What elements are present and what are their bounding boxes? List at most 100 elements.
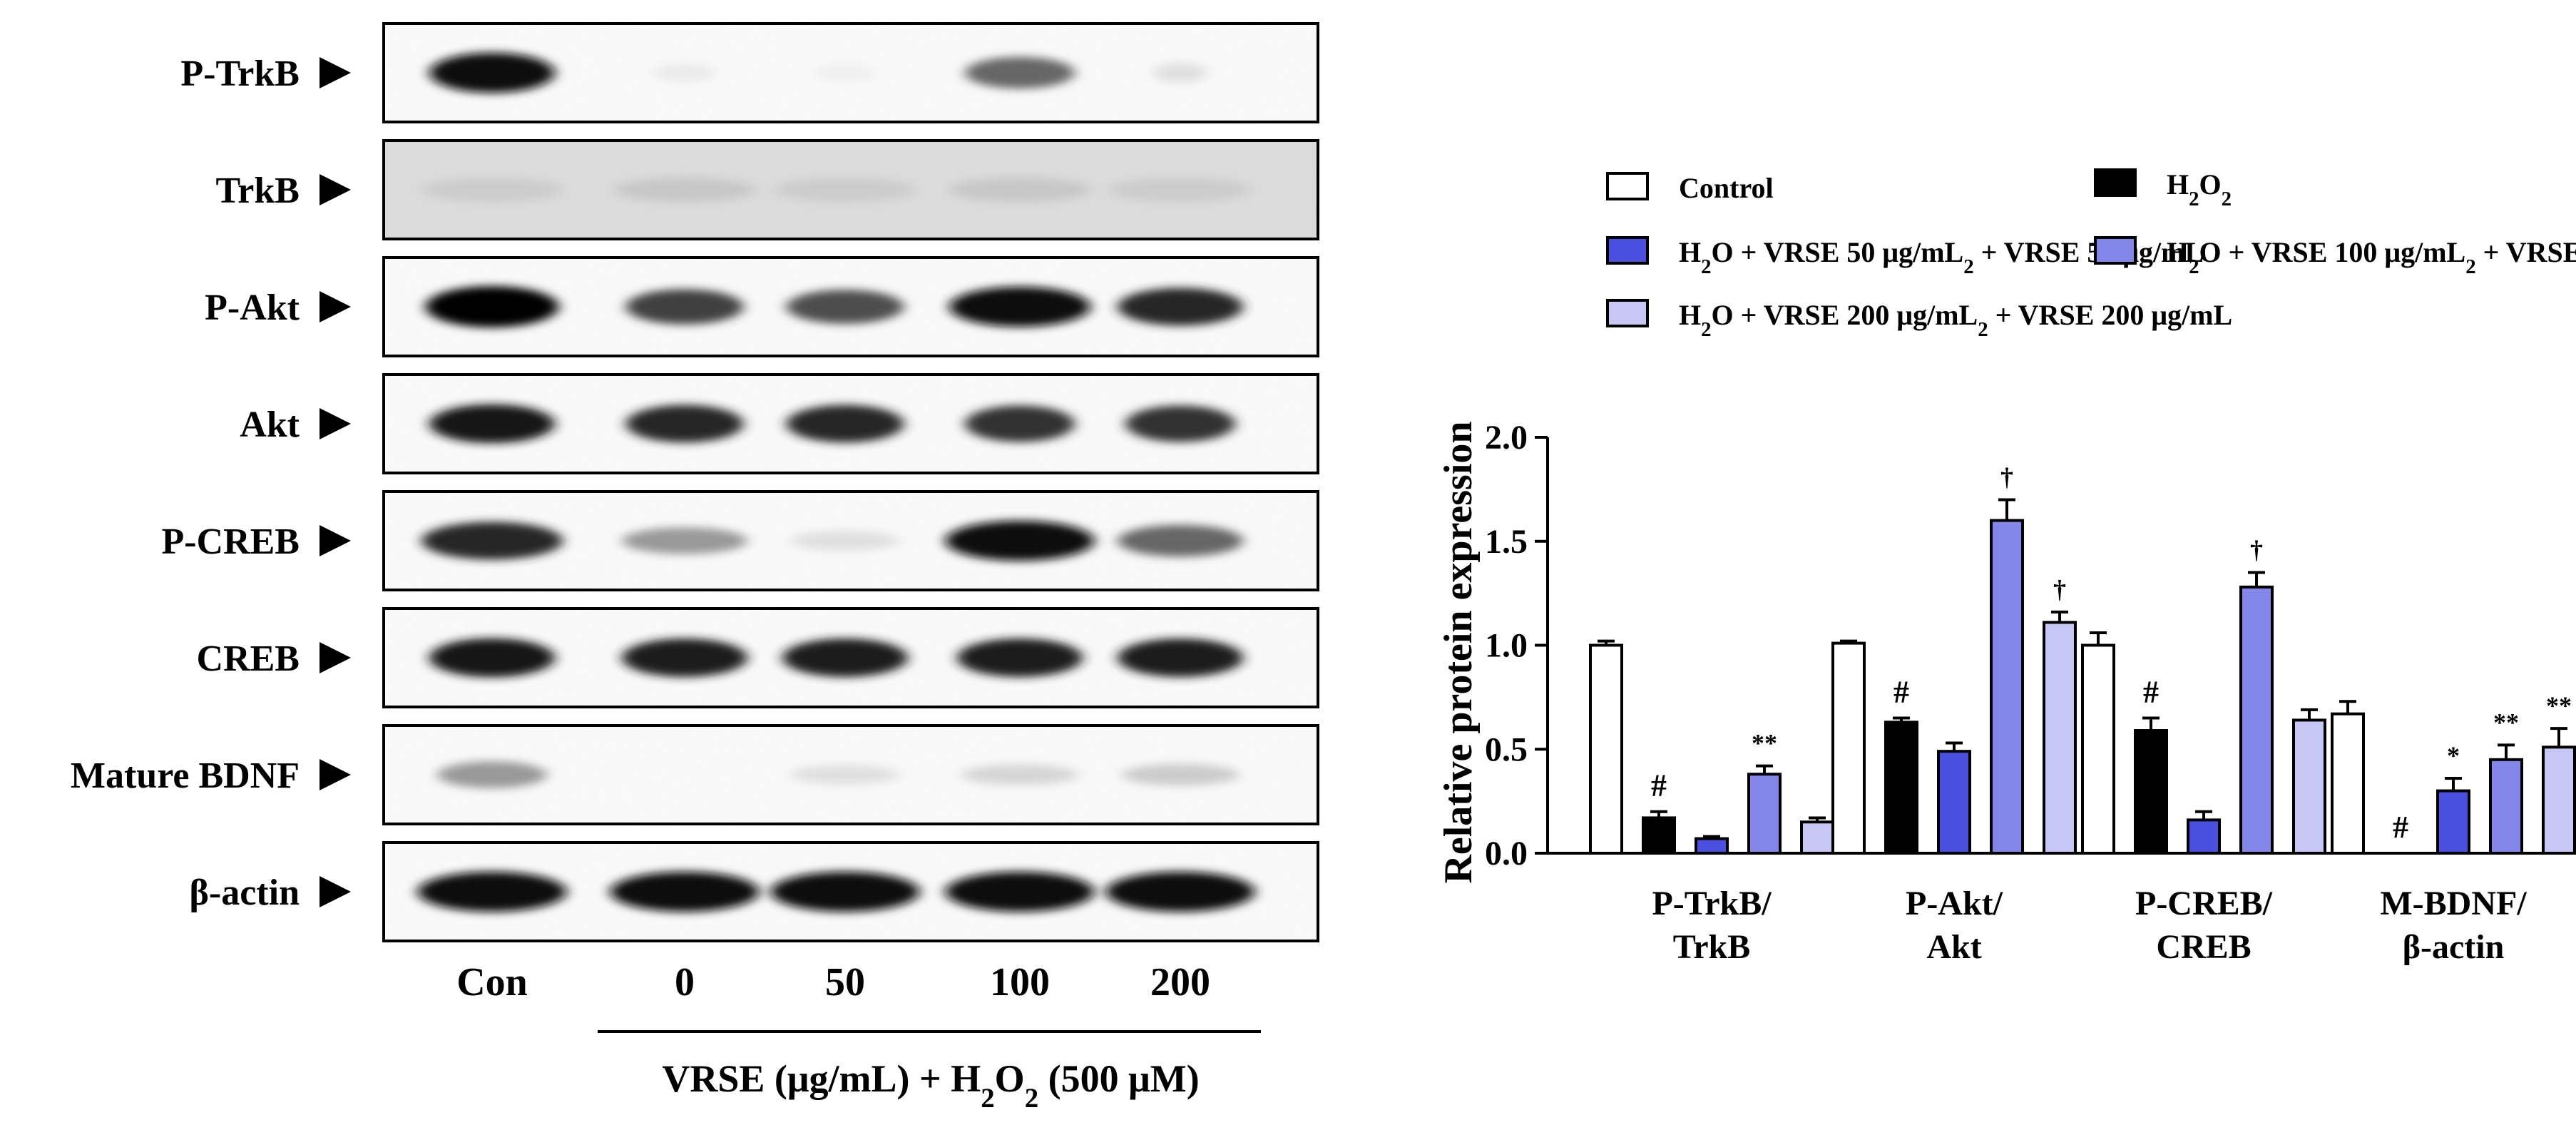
blot-band <box>421 178 563 202</box>
lane-label: 0 <box>675 960 695 1004</box>
x-category-label: P-Akt/ <box>1906 885 2003 922</box>
significance-mark: # <box>1893 675 1909 710</box>
blot-band <box>957 638 1083 677</box>
legend-label: H2O2 <box>2167 168 2232 210</box>
western-blot-panel: P-TrkB TrkB P-Akt Akt P-CREB CREB Mature BDNF β… <box>71 22 1319 1114</box>
y-tick-label: 1.5 <box>1485 523 1528 561</box>
significance-mark: # <box>1651 768 1667 803</box>
blot-row-label: P-Akt <box>205 287 300 328</box>
arrow-right-icon <box>320 408 351 439</box>
significance-mark: # <box>2393 810 2408 845</box>
blot-band <box>965 405 1075 442</box>
blot-frame <box>382 373 1319 474</box>
blot-row-label: P-TrkB <box>180 54 300 94</box>
bar <box>1831 641 1866 855</box>
blot-band <box>770 871 920 912</box>
blot-band <box>653 63 716 83</box>
x-category-label: Akt <box>1926 928 1981 966</box>
blot-band <box>1118 287 1243 326</box>
blot-row-trkb: TrkB <box>215 139 1319 240</box>
bar <box>1937 750 1971 855</box>
blot-row-mature-bdnf: Mature BDNF <box>71 724 1319 825</box>
blot-band <box>1121 763 1240 786</box>
x-category-label: P-CREB/ <box>2135 885 2273 922</box>
blot-frame <box>382 607 1319 708</box>
blot-frame <box>382 22 1319 123</box>
blot-band <box>417 871 567 912</box>
bar-group-3: #***** <box>2331 691 2576 855</box>
bar <box>1695 837 1729 855</box>
blot-band <box>965 56 1075 89</box>
bar <box>2292 718 2326 855</box>
bar <box>2489 758 2523 855</box>
blot-row-label: Mature BDNF <box>71 755 300 796</box>
blot-band <box>775 178 916 202</box>
significance-mark: * <box>2447 741 2460 770</box>
blot-row--actin: β-actin <box>190 841 1319 942</box>
blot-band <box>786 404 904 443</box>
bar <box>1990 519 2024 855</box>
legend-label: Control <box>1679 172 1774 204</box>
blot-band <box>421 521 563 560</box>
blot-row-p-akt: P-Akt <box>205 256 1319 357</box>
legend-label: H2O + VRSE 50 μg/mL2 + VRSE 50 μg/mL <box>1679 236 2204 278</box>
bar <box>2331 712 2365 855</box>
blot-row-p-creb: P-CREB <box>161 490 1319 591</box>
blot-row-label: P-CREB <box>161 521 300 562</box>
blot-band <box>437 761 547 788</box>
arrow-right-icon <box>320 57 351 88</box>
bar <box>2239 585 2274 855</box>
blot-band <box>1118 638 1243 677</box>
bar <box>2081 643 2115 855</box>
y-tick-label: 2.0 <box>1485 419 1528 457</box>
significance-mark: † <box>2053 575 2066 604</box>
bar <box>1589 643 1623 855</box>
arrow-right-icon <box>320 174 351 205</box>
significance-mark: ** <box>2546 691 2572 720</box>
blot-row-label: TrkB <box>215 170 300 211</box>
lane-label: Con <box>456 960 528 1004</box>
bar-group-2: #† <box>2081 535 2326 855</box>
legend-swatch <box>2094 236 2137 265</box>
bar <box>2187 818 2221 855</box>
blot-band <box>622 527 747 554</box>
y-tick-label: 1.0 <box>1485 627 1528 665</box>
blot-band <box>949 286 1090 327</box>
blot-band <box>1118 524 1243 557</box>
blot-band <box>945 520 1095 561</box>
arrow-right-icon <box>320 876 351 907</box>
blot-band <box>1152 62 1208 83</box>
arrow-right-icon <box>320 759 351 790</box>
lane-label: 200 <box>1150 960 1210 1004</box>
y-tick-label: 0.5 <box>1485 731 1528 768</box>
bar <box>1884 721 1918 855</box>
blot-band <box>429 638 555 678</box>
bar <box>2436 789 2470 855</box>
blot-band <box>614 178 755 202</box>
legend-label: H2O + VRSE 100 μg/mL2 + VRSE 100 μg/mL <box>2167 236 2576 278</box>
blot-band <box>945 871 1095 912</box>
arrow-right-icon <box>320 642 351 673</box>
bar <box>2542 745 2576 855</box>
blot-band <box>961 764 1079 785</box>
bar <box>1800 820 1834 855</box>
legend-item: Control <box>1606 172 1774 204</box>
blot-row-label: CREB <box>197 638 300 679</box>
y-axis-label: Relative protein expression <box>1436 421 1481 883</box>
legend-swatch <box>2094 168 2137 197</box>
blot-band <box>949 178 1090 202</box>
bar <box>1747 773 1782 855</box>
blot-band <box>429 404 555 444</box>
significance-mark: † <box>2000 462 2013 491</box>
blot-band <box>790 530 900 551</box>
legend-swatch <box>1606 299 1649 327</box>
blot-row-akt: Akt <box>240 373 1319 474</box>
x-category-label: M-BDNF/ <box>2380 885 2527 922</box>
arrow-right-icon <box>320 525 351 556</box>
significance-mark: # <box>2143 675 2159 710</box>
blot-band <box>1110 178 1251 202</box>
significance-mark: ** <box>2493 708 2519 736</box>
significance-mark: † <box>2250 535 2263 564</box>
y-tick-label: 0.0 <box>1485 835 1528 872</box>
